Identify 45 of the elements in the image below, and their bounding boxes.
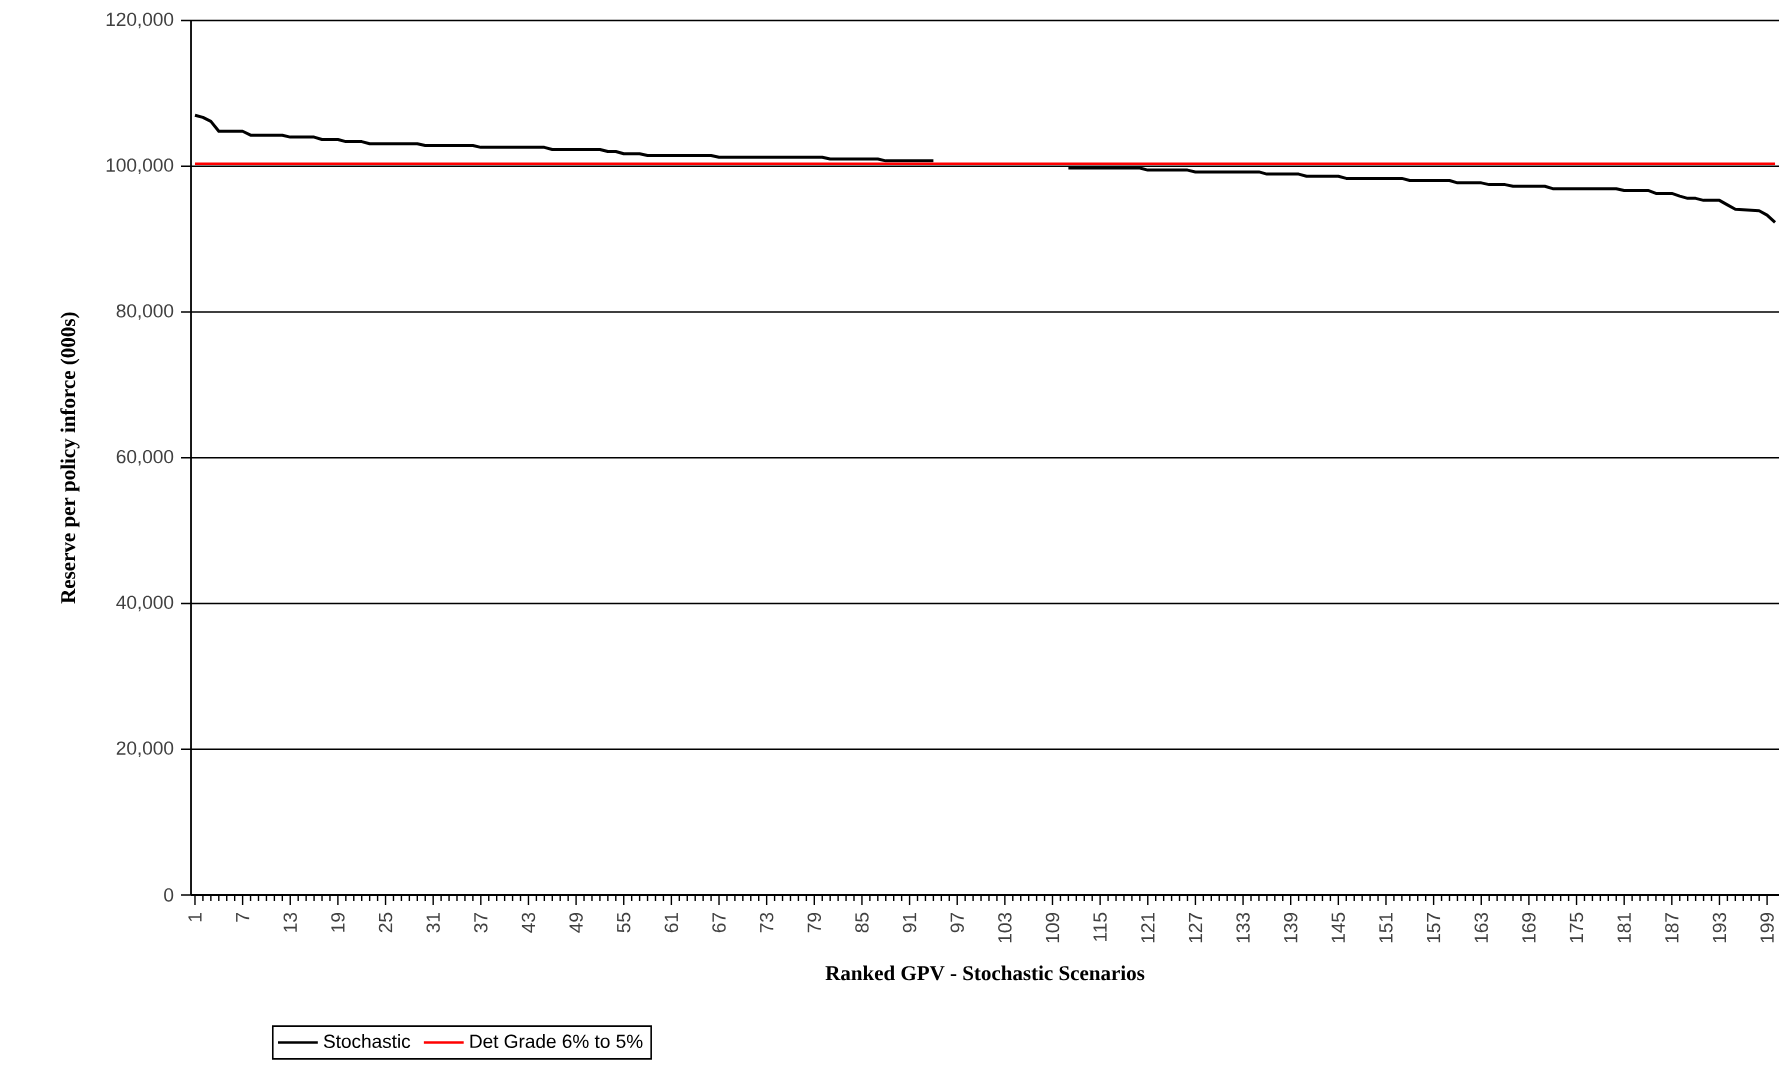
x-tick-label: 73 bbox=[759, 912, 774, 933]
y-tick-label: 40,000 bbox=[116, 595, 174, 612]
x-tick-label: 127 bbox=[1188, 913, 1203, 943]
x-tick-label: 193 bbox=[1712, 912, 1727, 943]
x-tick-label: 67 bbox=[712, 912, 726, 933]
x-tick-label: 133 bbox=[1236, 912, 1250, 943]
legend-label: Stochastic bbox=[323, 1034, 411, 1049]
x-tick-label: 79 bbox=[807, 912, 822, 933]
x-tick-label: 97 bbox=[950, 912, 964, 933]
x-tick-label: 61 bbox=[664, 912, 679, 933]
y-tick-label: 0 bbox=[164, 888, 174, 902]
x-tick-label: 151 bbox=[1379, 913, 1393, 943]
x-tick-label: 139 bbox=[1283, 912, 1298, 943]
x-tick-label: 109 bbox=[1045, 912, 1060, 943]
x-tick-label: 181 bbox=[1617, 913, 1631, 943]
legend-label: Det Grade 6% to 5% bbox=[470, 1034, 643, 1049]
x-tick-label: 25 bbox=[378, 912, 393, 933]
x-axis-title: Ranked GPV - Stochastic Scenarios bbox=[825, 965, 1145, 981]
x-tick-label: 55 bbox=[617, 912, 631, 933]
x-tick-label: 13 bbox=[283, 912, 297, 932]
x-tick-label: 187 bbox=[1665, 913, 1679, 943]
x-tick-label: 7 bbox=[236, 912, 250, 922]
y-tick-label: 100,000 bbox=[106, 158, 174, 175]
y-tick-label: 120,000 bbox=[106, 12, 174, 29]
y-tick-label: 80,000 bbox=[116, 304, 174, 320]
x-tick-label: 199 bbox=[1760, 912, 1774, 943]
x-tick-label: 19 bbox=[331, 912, 345, 932]
x-tick-label: 157 bbox=[1426, 913, 1441, 943]
x-tick-label: 1 bbox=[188, 912, 202, 922]
x-tick-label: 91 bbox=[902, 912, 917, 933]
y-axis-title: Reserve per policy inforce (000s) bbox=[60, 312, 80, 604]
x-tick-label: 175 bbox=[1569, 912, 1584, 943]
x-tick-label: 85 bbox=[855, 912, 869, 933]
x-tick-label: 103 bbox=[998, 912, 1012, 943]
x-tick-label: 49 bbox=[569, 912, 583, 933]
x-tick-label: 145 bbox=[1331, 912, 1345, 943]
x-tick-label: 31 bbox=[426, 912, 440, 933]
x-tick-label: 115 bbox=[1093, 912, 1107, 941]
x-tick-label: 37 bbox=[474, 912, 488, 933]
y-tick-label: 60,000 bbox=[116, 449, 174, 466]
x-tick-label: 121 bbox=[1141, 913, 1155, 943]
x-tick-label: 163 bbox=[1474, 912, 1488, 943]
x-tick-label: 169 bbox=[1522, 912, 1536, 943]
x-tick-label: 43 bbox=[521, 912, 536, 933]
y-tick-label: 20,000 bbox=[116, 741, 174, 758]
